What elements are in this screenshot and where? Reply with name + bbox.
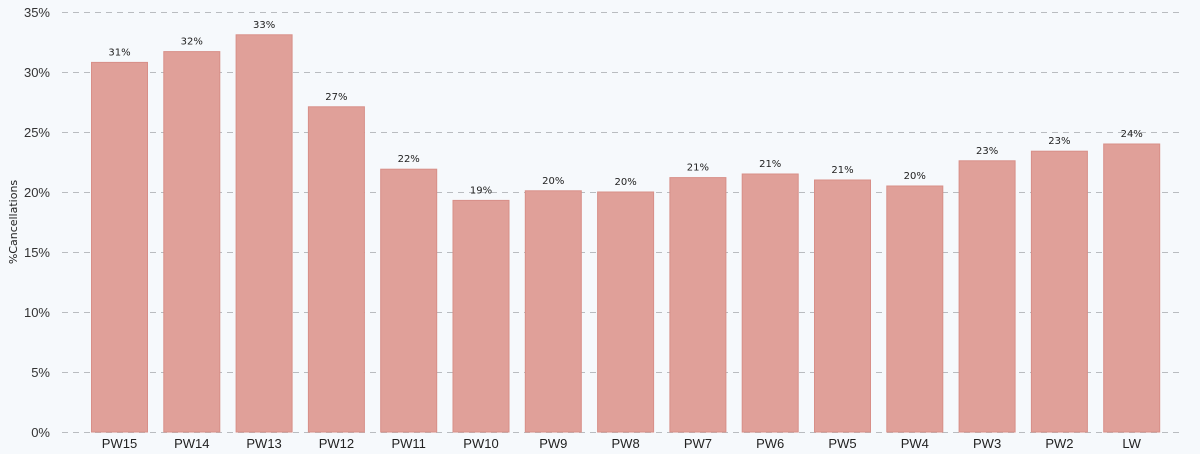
bar-pw9 [524,190,582,433]
x-tick-label-pw2: PW2 [1045,436,1073,451]
bar-pw15 [91,61,148,433]
data-label-pw2: 23% [1048,136,1070,147]
bar-pw13 [235,34,293,433]
bar-pw3 [958,160,1016,433]
data-label-pw12: 27% [325,92,347,103]
x-tick-label-pw9: PW9 [539,436,567,451]
data-label-pw15: 31% [108,47,130,58]
y-tick-label: 15% [24,245,50,260]
x-tick-label-pw14: PW14 [174,436,209,451]
x-tick-label-pw11: PW11 [391,436,425,451]
x-tick-label-pw8: PW8 [612,436,640,451]
bar-pw7 [669,177,727,433]
data-label-lw: 24% [1121,129,1143,140]
bar-pw14 [163,51,221,433]
bar-lw [1103,143,1161,433]
data-label-pw6: 21% [759,159,781,170]
data-label-pw14: 32% [181,37,203,48]
data-label-pw10: 19% [470,185,492,196]
bar-pw10 [452,199,510,433]
bar-pw12 [307,106,365,433]
x-tick-label-pw7: PW7 [684,436,712,451]
data-label-pw5: 21% [831,165,853,176]
bar-pw5 [814,179,871,433]
bar-pw8 [597,191,655,433]
data-label-pw11: 22% [398,154,420,165]
bars [91,34,1161,433]
bar-pw6 [741,173,799,433]
data-label-pw9: 20% [542,176,564,187]
x-axis-ticks: PW15 PW14 PW13 PW12 PW11 PW10 PW9 PW8 PW7 PW6 PW5 P… [102,436,1142,451]
y-tick-label: 20% [24,185,50,200]
x-tick-label-pw13: PW13 [246,436,281,451]
x-tick-label-pw12: PW12 [319,436,354,451]
data-label-pw7: 21% [687,163,709,174]
y-tick-label: 5% [31,365,50,380]
y-tick-label: 10% [24,305,50,320]
bar-pw4 [886,185,944,433]
bar-pw2 [1030,150,1088,433]
y-tick-label: 35% [24,5,50,20]
y-tick-label: 0% [31,425,50,440]
bar-pw11 [380,168,438,433]
x-tick-label-pw6: PW6 [756,436,784,451]
x-tick-label-pw15: PW15 [102,436,137,451]
data-label-pw4: 20% [904,171,926,182]
x-tick-label-pw10: PW10 [463,436,498,451]
x-tick-label-pw5: PW5 [828,436,856,451]
data-label-pw8: 20% [614,177,636,188]
data-labels: 31% 32% 33% 27% 22% 19% 20% 20% 21% 21% 21% 20% 23% 2… [108,20,1142,197]
x-tick-label-pw4: PW4 [901,436,929,451]
y-axis-ticks: 0% 5% 10% 15% 20% 25% 30% 35% [24,5,50,440]
y-axis-title: %Cancellations [7,180,20,265]
x-tick-label-pw3: PW3 [973,436,1001,451]
data-label-pw13: 33% [253,20,275,31]
y-tick-label: 25% [24,125,50,140]
y-tick-label: 30% [24,65,50,80]
x-tick-label-lw: LW [1122,436,1141,451]
data-label-pw3: 23% [976,146,998,157]
